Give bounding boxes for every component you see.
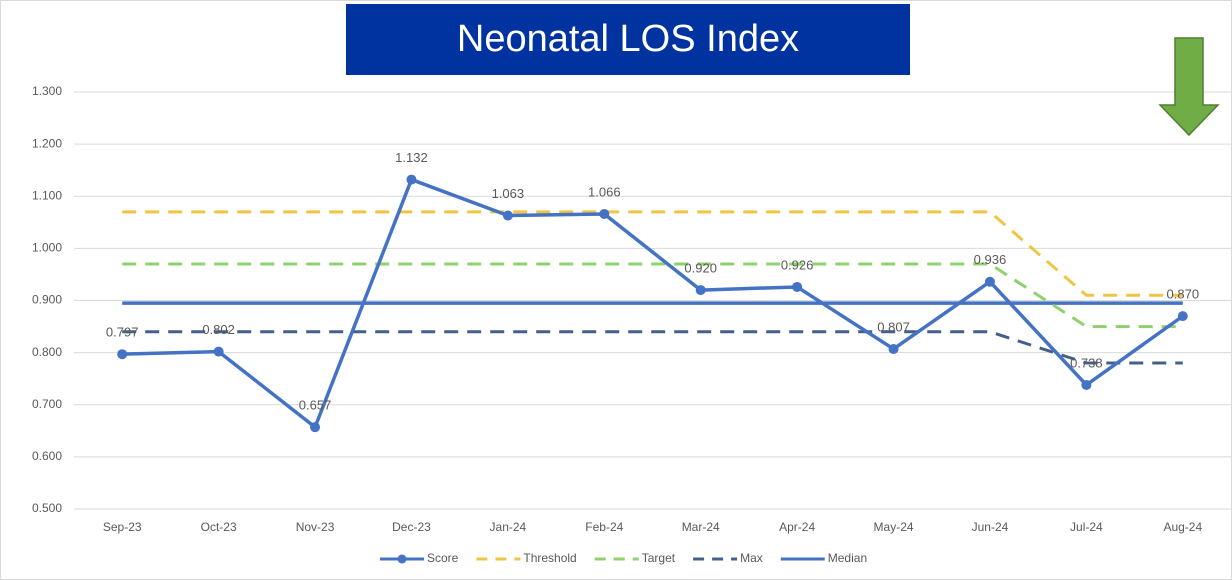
series-line: [122, 210, 1183, 297]
chart-title: Neonatal LOS Index: [457, 18, 799, 60]
data-label: 0.802: [202, 322, 235, 337]
point: [1177, 311, 1188, 322]
data-label: 0.738: [1070, 355, 1103, 370]
legend-label: Target: [642, 551, 676, 565]
point: [502, 210, 513, 221]
x-tick-label: May-24: [874, 520, 914, 534]
y-tick-label: 0.800: [32, 345, 62, 359]
y-tick-label: 1.300: [32, 84, 62, 98]
data-label: 1.132: [395, 150, 428, 165]
legend: Score Threshold Target Max Median: [380, 551, 867, 565]
point: [213, 346, 224, 357]
point: [1081, 379, 1092, 390]
series-line: [122, 330, 1183, 365]
point: [406, 174, 417, 185]
x-tick-label: Aug-24: [1163, 520, 1202, 534]
legend-label: Max: [740, 551, 763, 565]
series-line: [122, 177, 1184, 429]
y-tick-label: 0.900: [32, 293, 62, 307]
y-tick-label: 1.100: [32, 188, 62, 202]
point: [888, 343, 899, 354]
legend-label: Score: [427, 551, 459, 565]
down-arrow: [1158, 37, 1220, 137]
x-tick-label: Jul-24: [1070, 520, 1103, 534]
data-label: 1.063: [492, 186, 525, 201]
data-label: 0.657: [299, 398, 332, 413]
legend-marker: [397, 554, 407, 564]
y-tick-label: 0.600: [32, 449, 62, 463]
y-tick-label: 0.500: [32, 501, 62, 515]
point: [310, 422, 321, 433]
point: [117, 349, 128, 360]
y-tick-label: 0.700: [32, 397, 62, 411]
data-label: 0.926: [781, 257, 814, 272]
x-tick-label: Jan-24: [490, 520, 527, 534]
y-tick-label: 1.200: [32, 136, 62, 150]
point: [984, 276, 995, 287]
data-label: 0.870: [1167, 287, 1200, 302]
legend-label: Median: [828, 551, 867, 565]
data-label: 0.920: [684, 261, 717, 276]
title-box: [346, 4, 910, 75]
x-tick-label: Jun-24: [972, 520, 1009, 534]
x-tick-label: Apr-24: [779, 520, 815, 534]
data-label: 0.807: [877, 319, 910, 334]
point: [792, 281, 803, 292]
point: [599, 208, 610, 219]
data-label: 0.797: [106, 325, 139, 340]
x-tick-label: Dec-23: [392, 520, 431, 534]
data-label: 0.936: [974, 252, 1007, 267]
plot: 0.797 0.802 0.657 1.132 1.063 1.066 0.920 0.926…: [106, 150, 1200, 433]
x-tick-label: Mar-24: [682, 520, 720, 534]
x-tick-label: Feb-24: [585, 520, 623, 534]
y-tick-label: 1.000: [32, 241, 62, 255]
x-tick-label: Nov-23: [296, 520, 335, 534]
series-line: [122, 262, 1183, 329]
legend-label: Threshold: [523, 551, 576, 565]
x-tick-label: Oct-23: [201, 520, 237, 534]
data-label: 1.066: [588, 184, 621, 199]
grid: 0.500 0.600 0.700 0.800 0.900 1.000 1.100 1.200…: [32, 84, 1231, 534]
point: [695, 285, 706, 296]
x-tick-label: Sep-23: [103, 520, 142, 534]
